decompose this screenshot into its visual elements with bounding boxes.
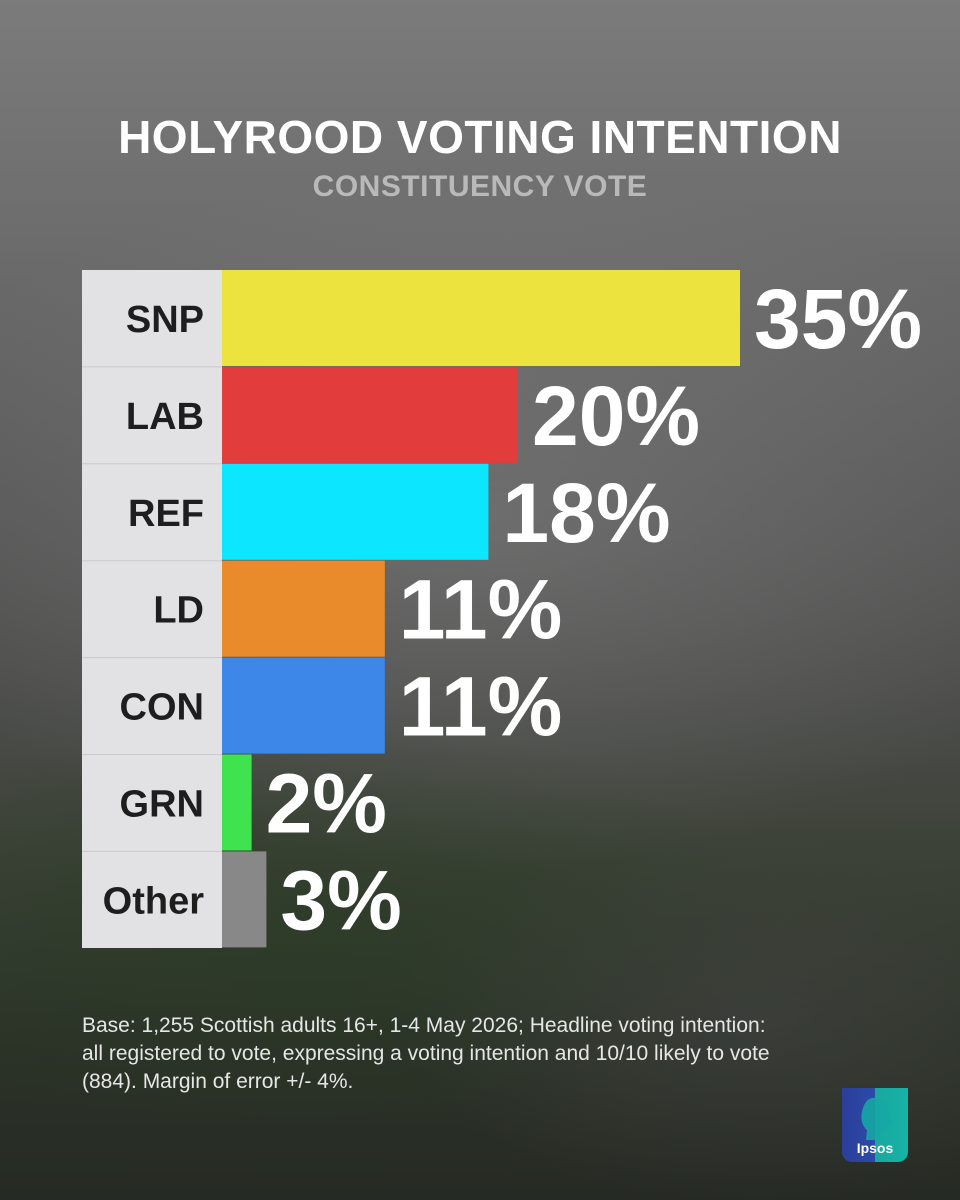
value-label-grn: 2% (266, 757, 387, 851)
ipsos-logo: Ipsos (842, 1088, 908, 1162)
category-label-other: Other (103, 880, 205, 922)
footnote: Base: 1,255 Scottish adults 16+, 1-4 May… (82, 1014, 770, 1093)
value-label-other: 3% (280, 853, 401, 947)
value-label-ld: 11% (399, 563, 563, 657)
category-label-snp: SNP (126, 299, 204, 341)
bar-snp (222, 270, 740, 366)
chart-subtitle: CONSTITUENCY VOTE (312, 170, 648, 203)
value-label-lab: 20% (532, 369, 700, 463)
bars-group: SNP 35% LAB 20% REF 18% LD 11% CON 11% GRN 2% Other 3… (82, 270, 922, 948)
category-label-ref: REF (128, 493, 204, 535)
bar-ld (222, 560, 385, 657)
head-silhouette-icon (861, 1097, 892, 1140)
category-label-panel (82, 270, 222, 948)
category-label-grn: GRN (120, 784, 204, 826)
bar-grn (222, 754, 252, 851)
bar-ref (222, 463, 489, 560)
category-label-lab: LAB (126, 396, 204, 438)
bar-other (222, 851, 267, 948)
bar-con (222, 657, 385, 754)
value-label-con: 11% (399, 660, 563, 754)
chart-title: HOLYROOD VOTING INTENTION (118, 111, 842, 163)
value-label-ref: 18% (502, 466, 670, 560)
bar-lab (222, 366, 518, 463)
logo-text: Ipsos (856, 1140, 894, 1156)
value-label-snp: 35% (754, 272, 922, 366)
category-label-con: CON (120, 687, 204, 729)
category-label-ld: LD (153, 590, 204, 632)
